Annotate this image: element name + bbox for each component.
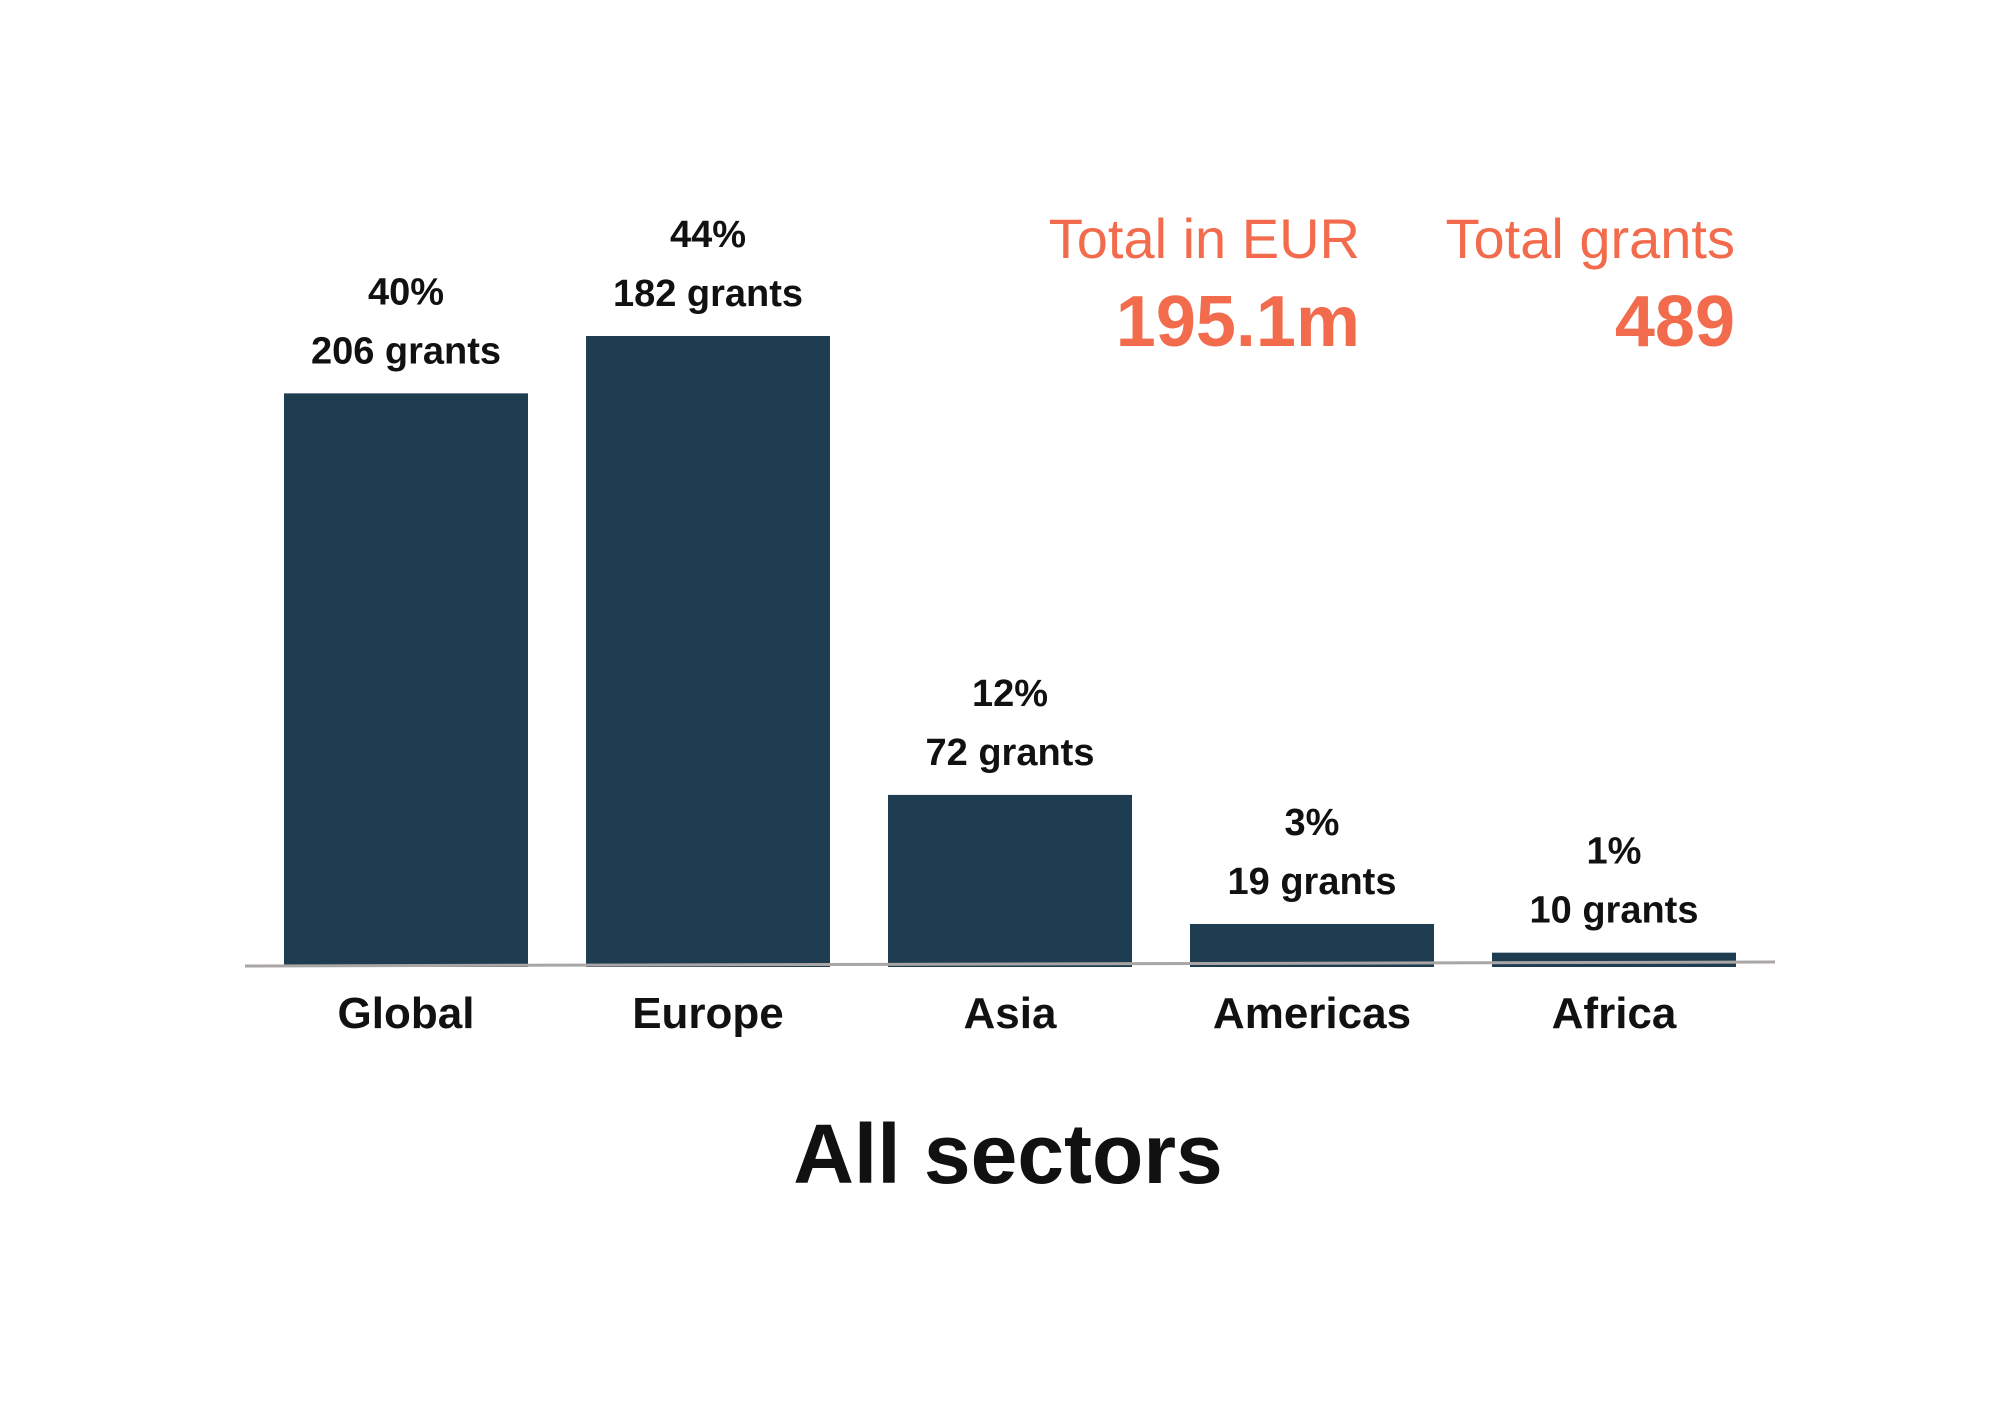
bar-europe [586,336,830,967]
total-grants-label: Total grants [1446,207,1736,270]
summary-stats: Total in EUR 195.1m Total grants 489 [1049,207,1735,362]
category-label: Asia [964,989,1057,1038]
total-eur-value: 195.1m [1116,282,1360,362]
total-grants-value: 489 [1615,282,1735,362]
grants-label: 206 grants [311,330,501,372]
percent-label: 12% [972,673,1048,715]
data-labels: 40% 206 grants 44% 182 grants 12% 72 grants 3%… [311,214,1699,932]
total-eur-label: Total in EUR [1049,207,1360,270]
percent-label: 44% [670,214,746,256]
category-label: Americas [1213,989,1411,1038]
grants-label: 19 grants [1228,861,1397,903]
category-label: Europe [632,989,784,1038]
bar-americas [1190,923,1434,967]
percent-label: 3% [1285,802,1340,844]
chart-title: All sectors [793,1107,1223,1201]
bar-asia [888,794,1132,967]
bar-africa [1492,952,1736,967]
x-axis-baseline [244,960,1776,968]
grants-label: 10 grants [1530,890,1699,932]
percent-label: 1% [1587,831,1642,873]
category-label: Global [338,989,475,1038]
bar-global [284,393,528,967]
bar-series [284,336,1736,967]
category-label: Africa [1552,989,1677,1038]
category-labels: Global Europe Asia Americas Africa [338,989,1677,1038]
grants-label: 72 grants [926,732,1095,774]
grants-label: 182 grants [613,273,803,315]
percent-label: 40% [368,271,444,313]
